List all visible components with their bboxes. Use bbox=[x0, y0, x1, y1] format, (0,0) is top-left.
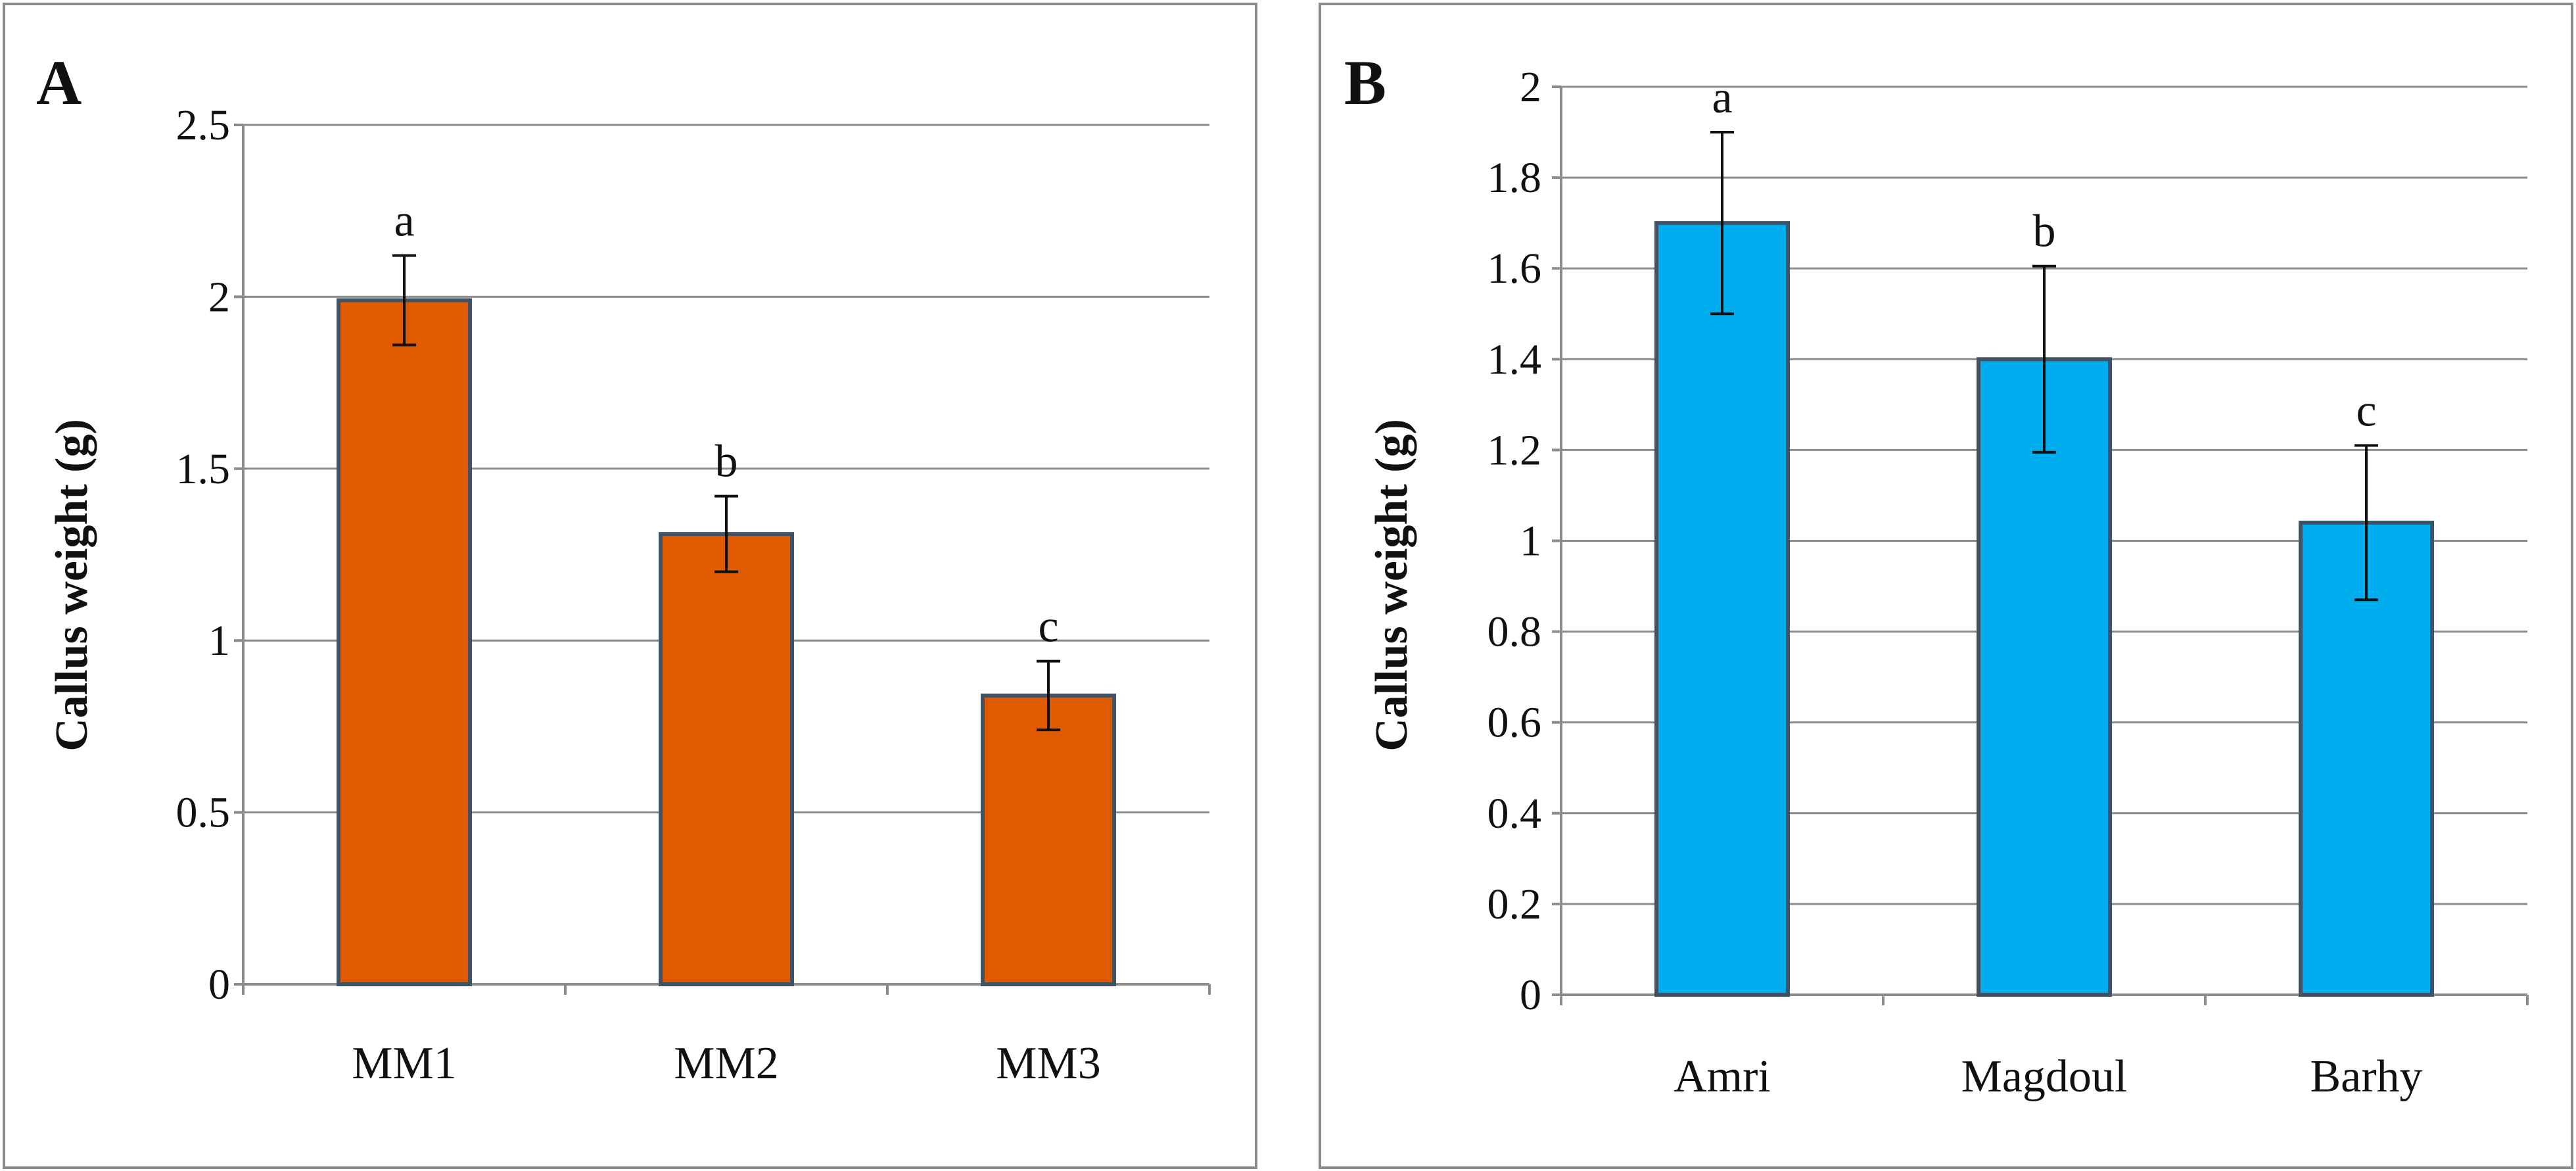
panel-a-letter: A bbox=[36, 47, 82, 118]
panel-b-y-tick-label: 1.6 bbox=[1487, 245, 1542, 293]
panel-b-y-tick-label: 0.2 bbox=[1487, 880, 1542, 928]
panel-a-y-tick-label: 2.5 bbox=[176, 101, 231, 149]
panel-b-bar-barhy bbox=[2299, 520, 2434, 997]
panel-b-letter: B bbox=[1344, 47, 1386, 118]
panel-b-significance-letter: c bbox=[2356, 385, 2376, 436]
panel-b-y-axis-label: Callus weight (g) bbox=[1367, 419, 1417, 752]
panel-a-y-tick-label: 0 bbox=[208, 961, 230, 1009]
panel-b-category-label: Magdoul bbox=[1961, 1051, 2128, 1102]
panel-a-significance-letter: a bbox=[394, 196, 414, 247]
panel-b-bar-amri bbox=[1654, 221, 1790, 997]
panel-a-significance-letter: b bbox=[715, 437, 738, 487]
panel-b-y-tick-label: 0.4 bbox=[1487, 790, 1542, 838]
panel-a-y-tick-label: 1 bbox=[208, 617, 230, 665]
panel-b-y-tick-label: 1.4 bbox=[1487, 335, 1542, 383]
panel-b-y-tick-label: 0.6 bbox=[1487, 699, 1542, 747]
panel-a-category-label: MM2 bbox=[674, 1038, 778, 1089]
panel-b-y-tick-label: 1.8 bbox=[1487, 154, 1542, 202]
panel-a-y-tick-label: 0.5 bbox=[176, 789, 231, 837]
panel-b-y-tick-label: 0.8 bbox=[1487, 608, 1542, 656]
panel-b: B Callus weight (g) 0 0.2 0.4 0.6 0.8 1 1.2 1.4… bbox=[1319, 3, 2573, 1169]
panel-a-y-axis-label: Callus weight (g) bbox=[47, 419, 97, 752]
panel-a-y-tick-label: 1.5 bbox=[176, 445, 231, 493]
panel-a-category-label: MM1 bbox=[352, 1038, 456, 1089]
panel-b-y-tick-label: 2 bbox=[1520, 63, 1541, 111]
panel-b-y-tick-label: 1 bbox=[1520, 517, 1541, 565]
panel-b-y-tick-label: 1.2 bbox=[1487, 426, 1542, 474]
panel-a-frame bbox=[3, 3, 1257, 1169]
panel-a-bar-mm3 bbox=[981, 693, 1116, 987]
panel-a-bar-mm1 bbox=[337, 298, 472, 986]
panel-b-plot-area: 0 0.2 0.4 0.6 0.8 1 1.2 1.4 1.6 1.8 2 a Amri b Magdoul… bbox=[1487, 63, 2529, 1102]
panel-a-y-tick-label: 2 bbox=[208, 273, 230, 321]
panel-a-bar-mm2 bbox=[659, 532, 794, 986]
panel-b-category-label: Barhy bbox=[2310, 1051, 2422, 1102]
panel-a-plot-area: 0 0.5 1 1.5 2 2.5 a MM1 b MM2 c MM3 bbox=[176, 101, 1211, 1089]
panel-a: A Callus weight (g) 0 0.5 1 1.5 2 2.5 a MM1 b MM2… bbox=[3, 3, 1257, 1169]
panel-b-category-label: Amri bbox=[1674, 1051, 1771, 1102]
panel-a-significance-letter: c bbox=[1038, 602, 1058, 652]
panel-b-bar-magdoul bbox=[1977, 357, 2112, 997]
panel-a-category-label: MM3 bbox=[996, 1038, 1100, 1089]
panel-b-significance-letter: b bbox=[2033, 206, 2056, 257]
panel-b-y-tick-label: 0 bbox=[1520, 971, 1541, 1019]
panel-b-significance-letter: a bbox=[1712, 72, 1732, 123]
